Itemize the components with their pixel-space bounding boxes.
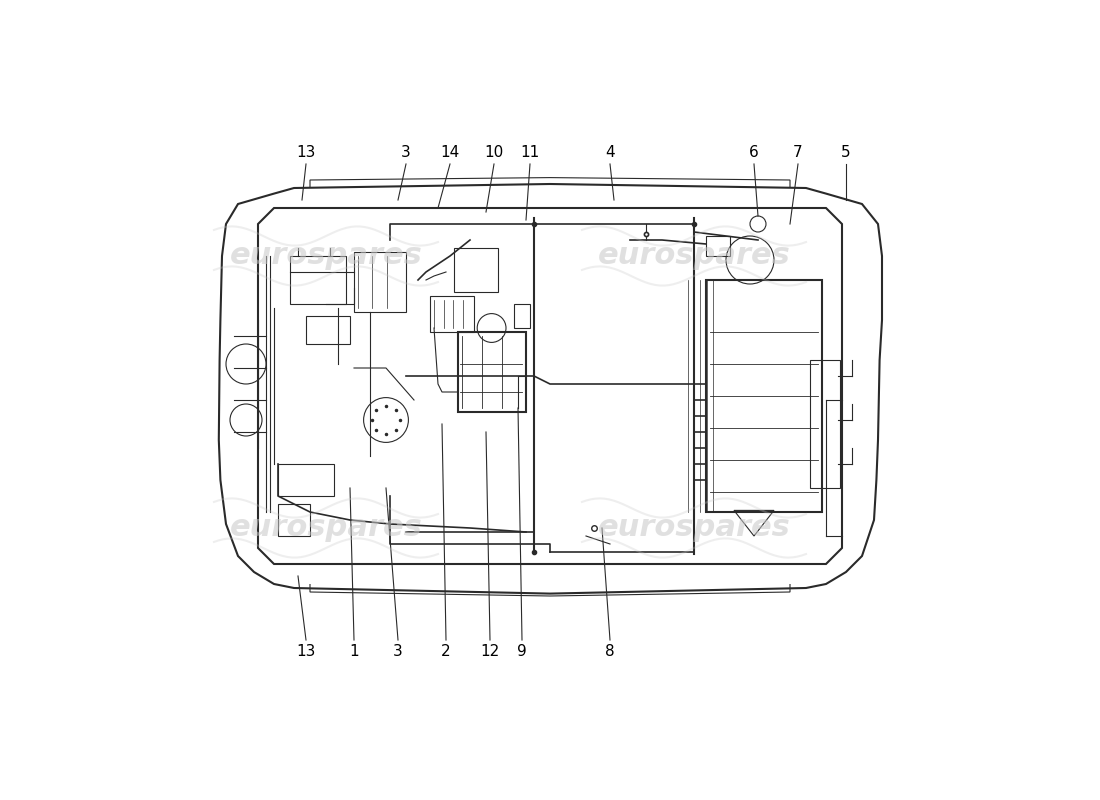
Text: 13: 13 [296,644,316,659]
Bar [454,248,498,292]
Bar [278,464,334,496]
Text: 3: 3 [393,644,403,659]
Text: 6: 6 [749,145,759,160]
Text: 2: 2 [441,644,451,659]
Text: 4: 4 [605,145,615,160]
Text: eurospares: eurospares [597,242,791,270]
Bar [306,316,350,344]
Text: 5: 5 [842,145,850,160]
Text: 7: 7 [793,145,803,160]
Bar [278,504,310,536]
Bar [290,256,346,304]
Text: 14: 14 [440,145,460,160]
Text: eurospares: eurospares [230,242,422,270]
Bar [706,280,822,512]
Text: 13: 13 [296,145,316,160]
Text: 9: 9 [517,644,527,659]
Text: 3: 3 [402,145,411,160]
Text: 11: 11 [520,145,540,160]
Bar [514,304,530,328]
Bar [706,236,730,256]
Text: eurospares: eurospares [230,514,422,542]
Text: 1: 1 [349,644,359,659]
Bar [354,252,406,312]
Text: 12: 12 [481,644,499,659]
Bar [430,296,474,332]
Text: 10: 10 [484,145,504,160]
Bar [810,360,840,488]
PathPatch shape [219,184,882,594]
Text: eurospares: eurospares [597,514,791,542]
Bar [458,332,526,412]
Text: 8: 8 [605,644,615,659]
